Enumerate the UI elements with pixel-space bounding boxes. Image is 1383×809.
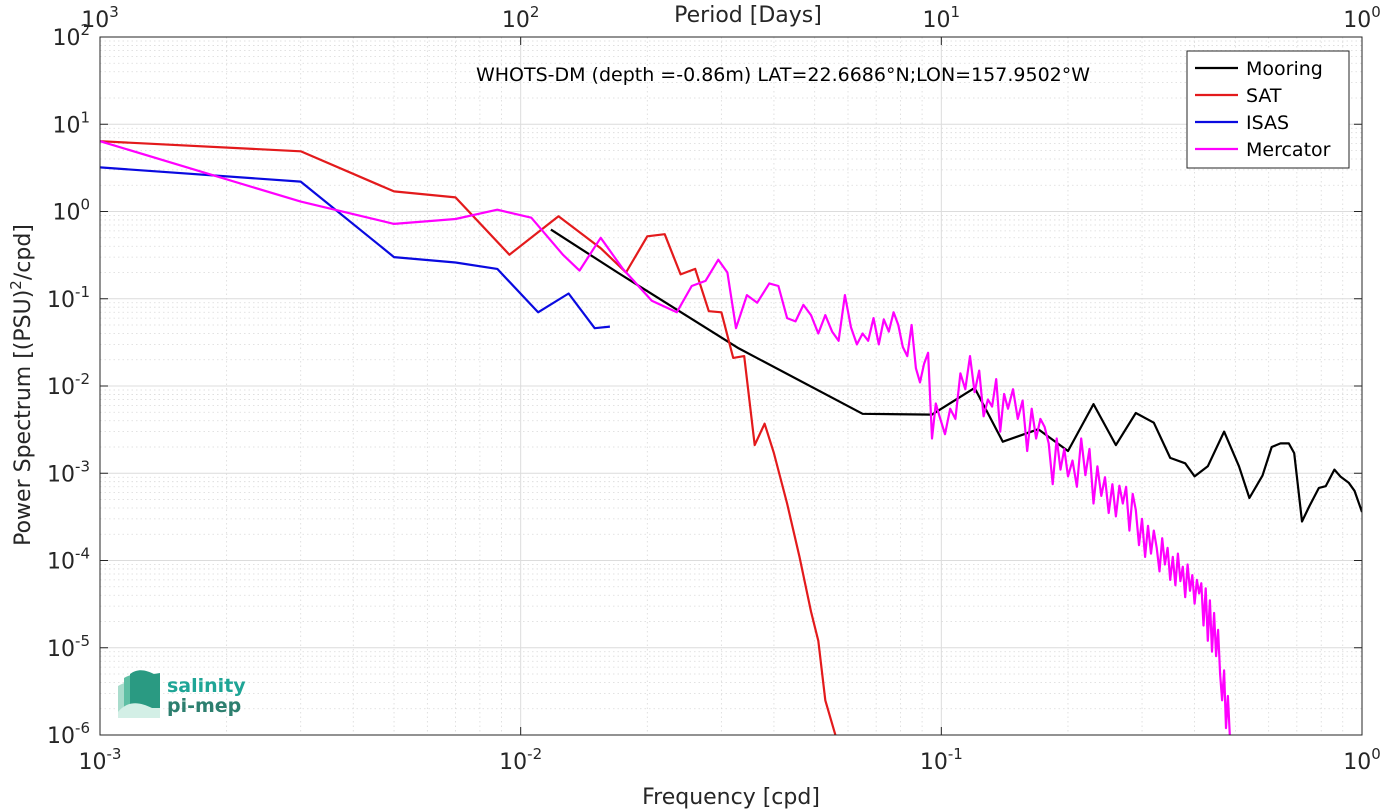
y-tick-label-exponent: -4 — [75, 545, 90, 563]
y-axis-label-tail: /cpd] — [11, 224, 36, 280]
y-tick-label-base: 10 — [47, 375, 75, 400]
y-tick-label: 100 — [52, 196, 90, 226]
top-tick-label-base: 10 — [1343, 8, 1371, 33]
y-tick-label-base: 10 — [47, 462, 75, 487]
x-tick-label-base: 10 — [79, 750, 107, 775]
chart-title: WHOTS-DM (depth =-0.86m) LAT=22.6686°N;L… — [476, 64, 1090, 86]
legend-label-isas: ISAS — [1246, 112, 1289, 134]
top-tick-label-exponent: 2 — [530, 3, 540, 21]
y-tick-label: 102 — [52, 21, 90, 51]
top-tick-label-exponent: 3 — [109, 3, 119, 21]
x-tick-label: 10-1 — [920, 745, 963, 775]
x-tick-label: 100 — [1343, 745, 1381, 775]
y-tick-label-exponent: -5 — [75, 632, 90, 650]
top-tick-label-exponent: 1 — [951, 3, 961, 21]
logo-wave-icon — [118, 670, 160, 718]
axis-tick-marks — [99, 36, 1363, 736]
y-tick-label-base: 10 — [52, 113, 80, 138]
logo-line2: pi-mep — [167, 695, 241, 717]
x-tick-label-base: 10 — [499, 750, 527, 775]
y-tick-label-exponent: -2 — [75, 370, 90, 388]
series-layer — [100, 140, 1362, 735]
x-axis-label: Frequency [cpd] — [642, 785, 820, 809]
series-line-sat — [100, 140, 837, 735]
top-tick-labels: 103 102 101 100 — [81, 3, 1381, 33]
series-line-isas — [100, 166, 611, 330]
y-tick-label-base: 10 — [52, 26, 80, 51]
top-tick-label: 100 — [1343, 3, 1381, 33]
y-axis-label-main: Power Spectrum [(PSU) — [11, 290, 36, 546]
x-tick-label: 10-3 — [79, 745, 122, 775]
top-tick-label-base: 10 — [923, 8, 951, 33]
y-tick-label-base: 10 — [47, 637, 75, 662]
top-tick-label-base: 10 — [81, 8, 109, 33]
series-line-mooring — [550, 228, 1362, 523]
y-axis-label-sup: 2 — [7, 280, 25, 290]
x-tick-label-exponent: -1 — [948, 745, 963, 763]
y-axis-label: Power Spectrum [(PSU)2/cpd] — [7, 224, 36, 546]
top-tick-label-base: 10 — [502, 8, 530, 33]
y-tick-label-base: 10 — [47, 288, 75, 313]
y-tick-label-exponent: -3 — [75, 457, 90, 475]
series-line-mercator — [100, 140, 1231, 735]
y-tick-label-base: 10 — [52, 201, 80, 226]
y-tick-label-base: 10 — [47, 724, 75, 749]
legend-label-sat: SAT — [1246, 85, 1282, 107]
x-tick-label: 10-2 — [499, 745, 542, 775]
top-tick-label: 102 — [502, 3, 540, 33]
legend-label-mercator: Mercator — [1246, 139, 1331, 161]
top-tick-label: 101 — [923, 3, 961, 33]
y-tick-label-exponent: -6 — [75, 719, 90, 737]
x-tick-label-base: 10 — [1343, 750, 1371, 775]
x-tick-label-exponent: -3 — [107, 745, 122, 763]
legend: Mooring SAT ISAS Mercator — [1186, 50, 1350, 169]
y-tick-label-base: 10 — [47, 550, 75, 575]
x-tick-labels: 10-3 10-2 10-1 100 — [79, 745, 1381, 775]
y-tick-label-exponent: -1 — [75, 283, 90, 301]
y-tick-label: 10-6 — [47, 719, 90, 749]
y-tick-label: 101 — [52, 108, 90, 138]
minor-grid — [100, 37, 1362, 735]
x-tick-label-exponent: 0 — [1371, 745, 1381, 763]
top-tick-label-exponent: 0 — [1371, 3, 1381, 21]
x-tick-label-base: 10 — [920, 750, 948, 775]
salinity-pi-mep-logo: salinity pi-mep — [118, 670, 246, 718]
y-tick-label: 10-2 — [47, 370, 90, 400]
x-tick-label-exponent: -2 — [527, 745, 542, 763]
top-tick-label: 103 — [81, 3, 119, 33]
y-tick-label-exponent: 2 — [80, 21, 90, 39]
y-tick-label: 10-5 — [47, 632, 90, 662]
y-tick-label-exponent: 1 — [80, 108, 90, 126]
top-axis-label: Period [Days] — [674, 3, 822, 28]
logo-line1: salinity — [167, 675, 246, 697]
y-tick-label-exponent: 0 — [80, 196, 90, 214]
legend-label-mooring: Mooring — [1246, 58, 1323, 80]
y-tick-label: 10-4 — [47, 545, 90, 575]
y-tick-label: 10-1 — [47, 283, 90, 313]
y-tick-label: 10-3 — [47, 457, 90, 487]
